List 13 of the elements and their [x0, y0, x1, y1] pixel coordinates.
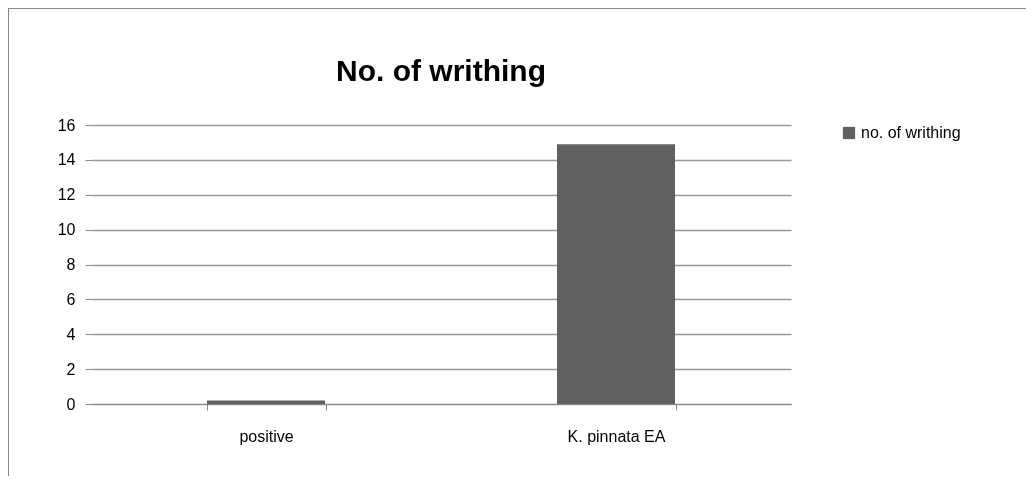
y-tick-label: 14	[57, 151, 76, 169]
legend-label: no. of writhing	[861, 124, 961, 141]
y-tick-label: 2	[66, 360, 76, 378]
y-tick-label: 6	[66, 290, 76, 308]
x-tick-label: K. pinnata EA	[567, 427, 666, 445]
y-tick-label: 8	[66, 256, 76, 273]
y-tick-label: 12	[57, 186, 76, 204]
x-tick-label: positive	[239, 427, 294, 445]
y-tick-label: 4	[66, 325, 76, 343]
chart-title: No. of writhing	[336, 54, 546, 87]
y-tick-label: 0	[66, 395, 76, 413]
y-tick-label: 10	[57, 221, 76, 239]
y-tick-label: 16	[57, 116, 76, 134]
